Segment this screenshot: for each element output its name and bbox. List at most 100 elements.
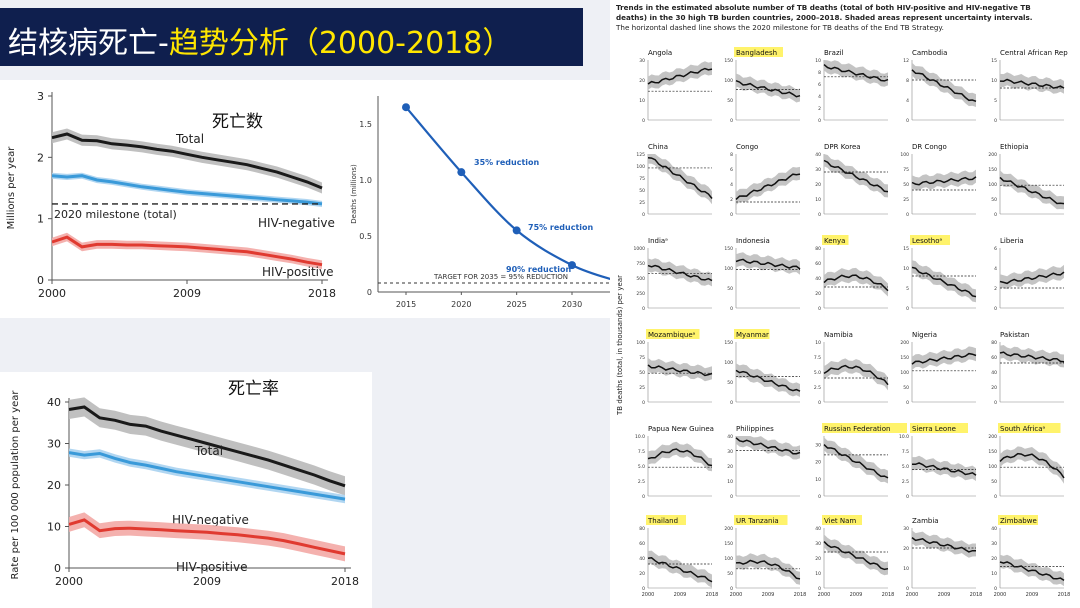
y-tick-label: 3 [37, 90, 44, 103]
country-uncertainty-band [824, 437, 888, 484]
country-y-tick: 50 [991, 479, 997, 485]
country-x-tick: 2018 [794, 592, 807, 598]
country-y-tick: 0 [994, 212, 997, 218]
country-y-tick: 100 [724, 78, 733, 84]
country-y-tick: 50 [639, 370, 645, 376]
panel-target-projection: 0 0.5 1.0 1.5 2015 2020 2025 2030 Deaths (millio… [338, 80, 610, 318]
country-y-tick: 30 [727, 449, 733, 455]
country-y-tick: 0 [906, 212, 909, 218]
uncertainty-band-hiv-positive [52, 232, 322, 269]
chart-title: 死亡数 [212, 112, 263, 132]
country-y-tick: 5.0 [814, 370, 821, 376]
country-x-tick: 2018 [706, 592, 719, 598]
country-trend-line [823, 274, 889, 292]
country-name: DPR Korea [824, 143, 861, 151]
country-y-tick: 80 [991, 340, 997, 346]
country-y-tick: 10 [639, 98, 645, 104]
country-y-tick: 15 [903, 246, 909, 252]
country-y-tick: 20 [815, 291, 821, 297]
country-y-tick: 150 [900, 355, 909, 361]
country-x-tick: 2000 [642, 592, 655, 598]
x-tick-label: 2000 [55, 575, 83, 588]
y-tick-label: 40 [47, 396, 61, 409]
country-y-tick: 0 [994, 494, 997, 500]
country-y-tick: 30 [815, 541, 821, 547]
country-y-tick: 150 [724, 340, 733, 346]
title-banner: 结核病死亡-趋势分析（2000-2018） [0, 8, 583, 66]
country-x-tick: 2000 [994, 592, 1007, 598]
country-y-tick: 5 [994, 98, 997, 104]
country-y-tick: 25 [639, 385, 645, 391]
country-trend-line [999, 561, 1065, 582]
country-y-tick: 0 [642, 494, 645, 500]
country-y-tick: 1000 [634, 246, 646, 252]
country-y-tick: 150 [988, 167, 997, 173]
country-highlight [734, 47, 783, 57]
x-tick-label: 2018 [331, 575, 359, 588]
y-tick-label: 1.5 [359, 120, 372, 129]
country-name: Cambodia [912, 49, 947, 57]
y-tick-label: 2 [37, 151, 44, 164]
country-uncertainty-band [736, 252, 800, 275]
x-tick-label: 2025 [506, 300, 526, 309]
country-uncertainty-band [824, 267, 888, 297]
country-y-tick: 0 [730, 586, 733, 592]
x-tick-label: 2030 [562, 300, 582, 309]
country-y-tick: 100 [988, 464, 997, 470]
country-y-tick: 100 [724, 266, 733, 272]
country-name: Brazil [824, 49, 844, 57]
country-y-tick: 0 [906, 118, 909, 124]
country-y-tick: 40 [815, 276, 821, 282]
y-tick-label: 0 [54, 562, 61, 575]
country-uncertainty-band [648, 357, 712, 382]
country-name: Lesothoᵃ [912, 237, 942, 245]
country-y-tick: 125 [636, 152, 645, 158]
country-y-tick: 30 [639, 58, 645, 64]
country-y-tick: 750 [636, 261, 645, 267]
series-label: HIV-positive [262, 265, 333, 279]
country-uncertainty-band [824, 534, 888, 576]
country-y-tick: 10.0 [899, 434, 909, 440]
country-y-tick: 100 [988, 182, 997, 188]
country-name: Indonesia [736, 237, 770, 245]
country-y-tick: 0 [994, 586, 997, 592]
country-name: Papua New Guinea [648, 425, 714, 433]
country-name: Russian Federation [824, 425, 890, 433]
country-name: UR Tanzania [736, 517, 779, 525]
country-y-tick: 0 [818, 306, 821, 312]
country-y-tick: 100 [724, 360, 733, 366]
country-y-tick: 10 [815, 340, 821, 346]
y-tick-label: 0 [37, 274, 44, 287]
country-y-tick: 0 [994, 118, 997, 124]
country-y-tick: 50 [727, 98, 733, 104]
country-y-tick: 20 [815, 460, 821, 466]
country-y-tick: 0 [730, 494, 733, 500]
country-y-tick: 200 [900, 340, 909, 346]
country-y-tick: 2 [730, 197, 733, 203]
series-label: Total [175, 132, 204, 146]
country-x-tick: 2009 [1026, 592, 1039, 598]
country-y-tick: 80 [639, 526, 645, 532]
country-y-tick: 10 [991, 78, 997, 84]
country-name: Nigeria [912, 331, 937, 339]
country-y-tick: 20 [991, 556, 997, 562]
country-y-tick: 5.0 [638, 464, 645, 470]
country-trend-line [911, 352, 977, 365]
x-tick-label: 2009 [173, 287, 201, 300]
country-y-tick: 10 [815, 477, 821, 483]
country-trend-line [999, 271, 1065, 285]
country-trend-line [911, 536, 976, 553]
country-y-tick: 0 [642, 212, 645, 218]
country-y-tick: 6 [994, 246, 997, 252]
y-tick-label: 0 [367, 288, 372, 297]
country-name: China [648, 143, 668, 151]
country-y-tick: 100 [724, 556, 733, 562]
country-y-tick: 0 [642, 586, 645, 592]
country-x-tick: 2009 [850, 592, 863, 598]
country-y-tick: 100 [636, 340, 645, 346]
country-y-tick: 50 [991, 197, 997, 203]
country-y-tick: 75 [639, 355, 645, 361]
country-trend-line [999, 176, 1065, 205]
country-x-tick: 2000 [906, 592, 919, 598]
reduction-annotation: 35% reduction [474, 158, 540, 167]
